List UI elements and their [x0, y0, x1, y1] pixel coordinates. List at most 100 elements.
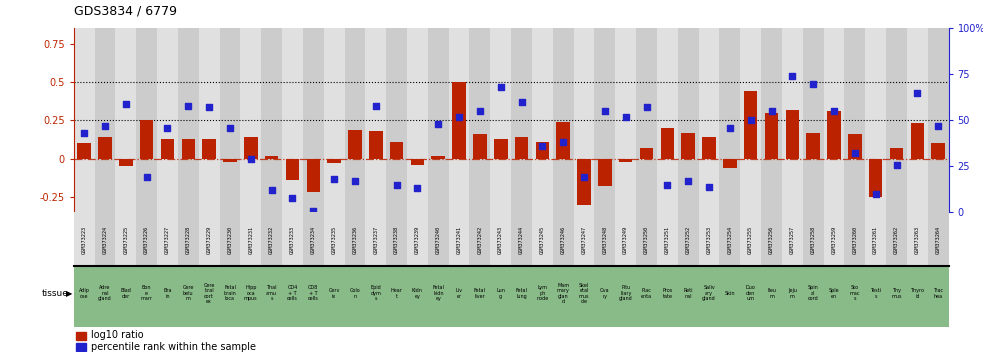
- Text: Lun
g: Lun g: [496, 288, 505, 298]
- Text: GSM373241: GSM373241: [456, 226, 462, 254]
- Bar: [636, 266, 657, 327]
- Text: GSM373259: GSM373259: [832, 226, 837, 254]
- Bar: [886, 212, 907, 267]
- Point: [410, 185, 426, 191]
- Text: Cerv
ix: Cerv ix: [328, 288, 340, 298]
- Bar: [140, 120, 153, 159]
- Bar: [115, 28, 137, 212]
- Bar: [199, 212, 219, 267]
- Bar: [595, 212, 615, 267]
- Point: [743, 118, 759, 123]
- Bar: [699, 212, 720, 267]
- Bar: [723, 159, 736, 168]
- Bar: [844, 28, 865, 212]
- Text: Jeju
m: Jeju m: [787, 288, 797, 298]
- Text: Skel
etal
mus
cle: Skel etal mus cle: [579, 283, 590, 304]
- Point: [202, 105, 217, 110]
- Bar: [366, 266, 386, 327]
- Point: [618, 114, 634, 120]
- Bar: [619, 159, 632, 162]
- Text: GSM373227: GSM373227: [165, 226, 170, 254]
- Text: GSM373260: GSM373260: [852, 226, 857, 254]
- Bar: [702, 137, 716, 159]
- Bar: [137, 212, 157, 267]
- Point: [535, 143, 550, 149]
- Bar: [494, 139, 507, 159]
- Bar: [740, 266, 761, 327]
- Bar: [137, 266, 157, 327]
- Point: [159, 125, 175, 131]
- Bar: [491, 266, 511, 327]
- Text: GSM373249: GSM373249: [623, 226, 628, 254]
- Bar: [386, 212, 407, 267]
- Bar: [598, 159, 611, 186]
- Text: CD4
+ T
cells: CD4 + T cells: [287, 285, 298, 301]
- Text: GSM373257: GSM373257: [790, 226, 795, 254]
- Bar: [657, 266, 678, 327]
- Bar: [615, 212, 636, 267]
- Point: [263, 188, 279, 193]
- Bar: [244, 137, 258, 159]
- Bar: [910, 124, 924, 159]
- Point: [347, 178, 363, 184]
- Text: GSM373253: GSM373253: [707, 226, 712, 254]
- Bar: [264, 156, 278, 159]
- Point: [701, 184, 717, 189]
- Bar: [556, 122, 570, 159]
- Text: GSM373240: GSM373240: [435, 226, 440, 254]
- Bar: [491, 28, 511, 212]
- Text: GSM373228: GSM373228: [186, 226, 191, 254]
- Bar: [241, 212, 261, 267]
- Bar: [865, 28, 886, 212]
- Bar: [761, 28, 781, 212]
- Bar: [327, 159, 341, 163]
- Point: [77, 130, 92, 136]
- Text: GDS3834 / 6779: GDS3834 / 6779: [74, 4, 177, 17]
- Point: [722, 125, 737, 131]
- Point: [368, 103, 383, 108]
- Text: Trac
hea: Trac hea: [933, 288, 943, 298]
- Text: GSM373238: GSM373238: [394, 226, 399, 254]
- Text: Adre
nal
gland: Adre nal gland: [98, 285, 112, 301]
- Text: Skin: Skin: [724, 291, 735, 296]
- Bar: [470, 212, 491, 267]
- Bar: [511, 266, 532, 327]
- Bar: [307, 159, 320, 193]
- Bar: [157, 212, 178, 267]
- Text: GSM373229: GSM373229: [206, 226, 211, 254]
- Bar: [428, 266, 448, 327]
- Bar: [552, 212, 574, 267]
- Text: GSM373236: GSM373236: [353, 226, 358, 254]
- Bar: [448, 266, 470, 327]
- Bar: [657, 28, 678, 212]
- Bar: [869, 159, 883, 197]
- Point: [181, 103, 197, 108]
- Text: Fetal
kidn
ey: Fetal kidn ey: [433, 285, 444, 301]
- Bar: [448, 28, 470, 212]
- Point: [222, 125, 238, 131]
- Point: [472, 108, 488, 114]
- Bar: [303, 266, 323, 327]
- Point: [805, 81, 821, 86]
- Text: Epid
dym
s: Epid dym s: [371, 285, 381, 301]
- Point: [764, 108, 780, 114]
- Bar: [261, 28, 282, 212]
- Point: [639, 105, 655, 110]
- Text: GSM373252: GSM373252: [686, 226, 691, 254]
- Text: CD8
+ T
cells: CD8 + T cells: [308, 285, 318, 301]
- Point: [555, 139, 571, 145]
- Bar: [219, 28, 241, 212]
- Text: tissue: tissue: [42, 289, 69, 298]
- Point: [97, 123, 113, 129]
- Text: Lym
ph
node: Lym ph node: [537, 285, 549, 301]
- Bar: [303, 212, 323, 267]
- Bar: [157, 266, 178, 327]
- Text: GSM373232: GSM373232: [269, 226, 274, 254]
- Bar: [286, 159, 299, 180]
- Bar: [720, 28, 740, 212]
- Bar: [470, 28, 491, 212]
- Text: GSM373242: GSM373242: [478, 226, 483, 254]
- Text: GSM373263: GSM373263: [915, 226, 920, 254]
- Bar: [98, 137, 112, 159]
- Bar: [865, 266, 886, 327]
